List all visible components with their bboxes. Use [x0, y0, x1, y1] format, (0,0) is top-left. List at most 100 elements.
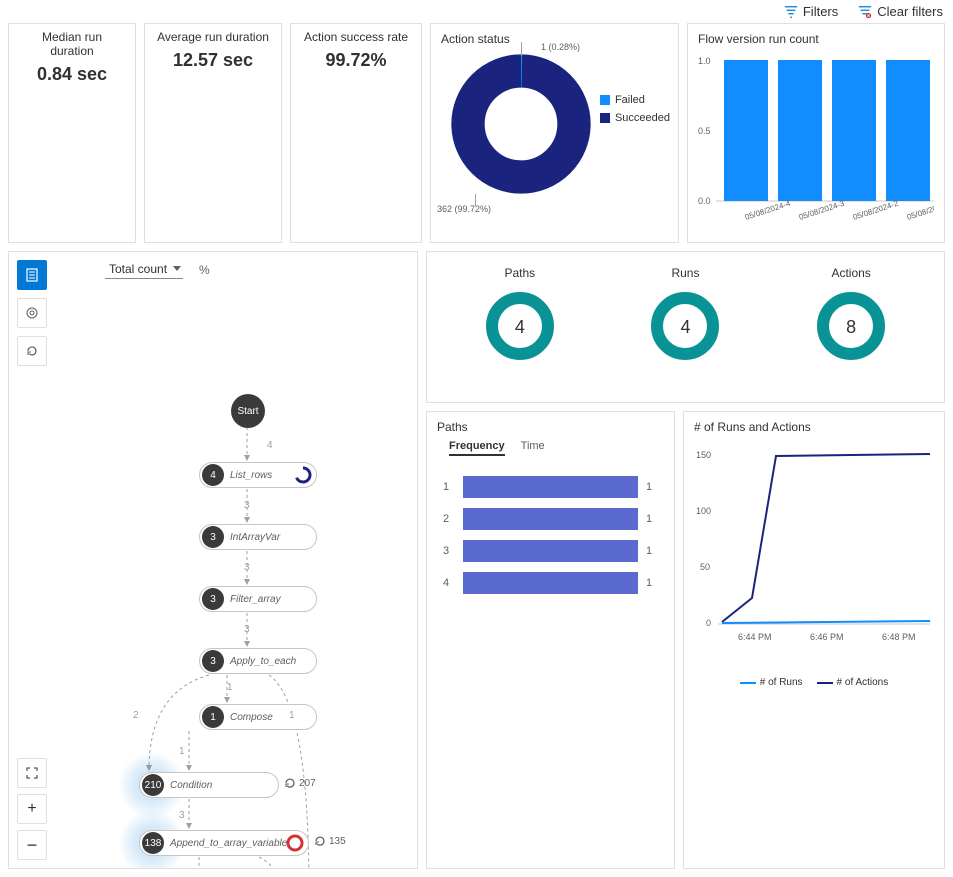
flow-node[interactable]: 3 IntArrayVar	[199, 524, 317, 550]
status-ring-icon	[286, 834, 304, 852]
node-label: Compose	[230, 712, 273, 723]
metric-average: Average run duration 12.57 sec	[144, 23, 282, 243]
metric-label: Median run duration	[19, 30, 125, 58]
loop-count: 207	[283, 776, 316, 790]
minus-icon: −	[27, 835, 38, 856]
node-label: Filter_array	[230, 594, 281, 605]
status-ring-icon	[294, 466, 312, 484]
svg-text:0: 0	[706, 618, 711, 628]
path-row: 41	[443, 572, 658, 594]
flowchart-panel: Total count % Start 4List_rows3IntArrayV…	[8, 251, 418, 869]
svg-text:05/08/2024-4: 05/08/2024-4	[744, 199, 792, 222]
svg-text:6:46 PM: 6:46 PM	[810, 632, 844, 642]
path-bar	[463, 540, 638, 562]
svg-text:1.0: 1.0	[698, 56, 711, 66]
path-row: 21	[443, 508, 658, 530]
node-badge: 138	[142, 832, 164, 854]
path-bar	[463, 572, 638, 594]
svg-text:6:44 PM: 6:44 PM	[738, 632, 772, 642]
svg-text:6:48 PM: 6:48 PM	[882, 632, 916, 642]
clear-filters-button[interactable]: Clear filters	[858, 4, 943, 19]
metric-value: 12.57 sec	[155, 50, 271, 71]
metric-value: 99.72%	[301, 50, 411, 71]
edge-label: 4	[267, 440, 273, 451]
node-badge: 4	[202, 464, 224, 486]
counters-card: Paths 4 Runs 4 Actions 8	[426, 251, 945, 403]
action-status-card: Action status 1 (0.28%) 362 (99.72%) Fai…	[430, 23, 679, 243]
metric-label: Average run duration	[155, 30, 271, 44]
flow-node[interactable]: 3 Filter_array	[199, 586, 317, 612]
svg-text:100: 100	[696, 506, 711, 516]
zoom-out-button[interactable]: −	[17, 830, 47, 860]
node-badge: 3	[202, 650, 224, 672]
legend-failed: Failed	[600, 94, 670, 106]
path-row: 31	[443, 540, 658, 562]
edge-label: 3	[244, 500, 250, 511]
tab-time[interactable]: Time	[521, 440, 545, 456]
svg-text:0.5: 0.5	[698, 126, 711, 136]
runs-actions-card: # of Runs and Actions 150 100 50 0 6:44 …	[683, 411, 945, 869]
filter-icon	[784, 5, 798, 19]
loop-count: 135	[313, 834, 346, 848]
runs-actions-chart: 150 100 50 0 6:44 PM 6:46 PM 6:48 PM	[694, 440, 934, 670]
edge-label: 3	[179, 810, 185, 821]
edge-label: 1	[179, 746, 185, 757]
clear-filters-label: Clear filters	[877, 4, 943, 19]
node-label: Append_to_array_variable	[170, 838, 287, 849]
node-badge: 210	[142, 774, 164, 796]
path-row: 11	[443, 476, 658, 498]
svg-text:0.0: 0.0	[698, 196, 711, 206]
tab-frequency[interactable]: Frequency	[449, 440, 505, 456]
node-label: List_rows	[230, 470, 272, 481]
donut-label-bottom: 362 (99.72%)	[437, 204, 491, 214]
node-label: Apply_to_each	[230, 656, 296, 667]
legend-succeeded: Succeeded	[600, 112, 670, 124]
loop-icon	[283, 776, 297, 790]
flow-start: Start	[231, 394, 265, 428]
path-bar	[463, 476, 638, 498]
loop-icon	[313, 834, 327, 848]
svg-text:50: 50	[700, 562, 710, 572]
flow-node[interactable]: 138 Append_to_array_variable	[139, 830, 309, 856]
path-bar	[463, 508, 638, 530]
node-badge: 3	[202, 588, 224, 610]
counter-actions: Actions 8	[813, 266, 889, 388]
flow-node[interactable]: 3 Apply_to_each	[199, 648, 317, 674]
counter-paths: Paths 4	[482, 266, 558, 388]
node-badge: 1	[202, 706, 224, 728]
metric-median: Median run duration 0.84 sec	[8, 23, 136, 243]
clear-filter-icon	[858, 5, 872, 19]
edge-label: 3	[244, 562, 250, 573]
action-status-donut	[451, 54, 591, 194]
node-label: IntArrayVar	[230, 532, 280, 543]
svg-text:05/08/2024-3: 05/08/2024-3	[798, 199, 846, 222]
legend-runs: # of Runs	[740, 677, 803, 688]
flow-version-card: Flow version run count 1.0 0.5 0.0 05/08…	[687, 23, 945, 243]
metric-value: 0.84 sec	[19, 64, 125, 85]
flow-node[interactable]: 4 List_rows	[199, 462, 317, 488]
flow-node[interactable]: 210 Condition	[139, 772, 279, 798]
counter-runs: Runs 4	[647, 266, 723, 388]
edge-label: 1	[227, 682, 233, 693]
svg-text:05/08/2024-2: 05/08/2024-2	[852, 199, 900, 222]
filters-label: Filters	[803, 4, 838, 19]
legend-actions: # of Actions	[817, 677, 889, 688]
fullscreen-icon	[26, 767, 38, 779]
fullscreen-button[interactable]	[17, 758, 47, 788]
metric-success: Action success rate 99.72%	[290, 23, 422, 243]
metric-label: Action success rate	[301, 30, 411, 44]
flow-node[interactable]: 1 Compose	[199, 704, 317, 730]
edge-label: 3	[244, 624, 250, 635]
node-badge: 3	[202, 526, 224, 548]
flow-version-bars: 1.0 0.5 0.0 05/08/2024-4 05/08/2024-3 05…	[696, 48, 934, 236]
plus-icon: +	[27, 800, 36, 818]
paths-card: Paths Frequency Time 11213141	[426, 411, 675, 869]
edge-label: 2	[133, 710, 139, 721]
edge-label: 1	[289, 710, 295, 721]
svg-text:150: 150	[696, 450, 711, 460]
zoom-in-button[interactable]: +	[17, 794, 47, 824]
node-label: Condition	[170, 780, 212, 791]
card-title: Flow version run count	[698, 32, 934, 46]
svg-text:05/08/2024: 05/08/2024	[906, 201, 934, 222]
filters-button[interactable]: Filters	[784, 4, 838, 19]
